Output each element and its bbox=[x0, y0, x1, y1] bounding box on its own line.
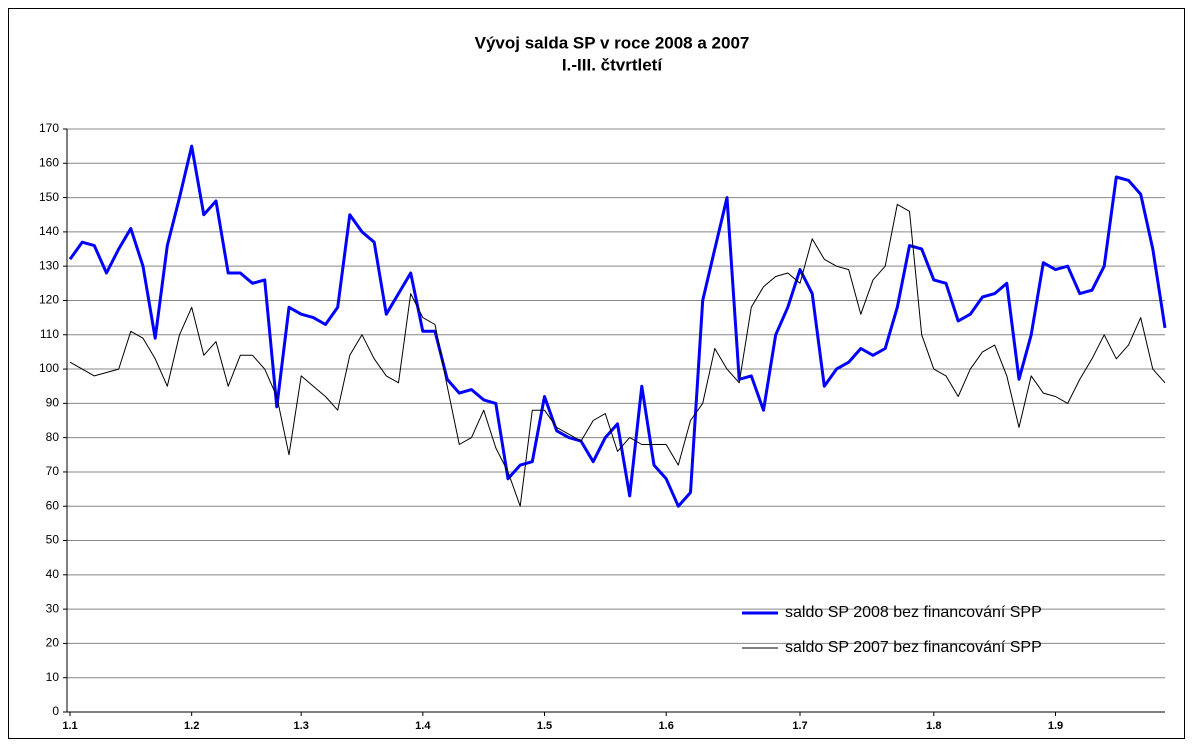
data-line bbox=[68, 144, 1167, 508]
x-tick-label: 1.5 bbox=[537, 720, 552, 732]
x-tick-label: 1.2 bbox=[184, 720, 199, 732]
x-tick-label: 1.3 bbox=[294, 720, 309, 732]
x-tick-label: 1.4 bbox=[415, 720, 431, 732]
y-tick-label: 150 bbox=[39, 190, 59, 204]
y-tick-label: 20 bbox=[46, 636, 60, 650]
x-tick-label: 1.9 bbox=[1048, 720, 1063, 732]
y-tick-label: 110 bbox=[40, 327, 59, 341]
data-line bbox=[69, 203, 1166, 507]
chart-title: Vývoj salda SP v roce 2008 a 2007 bbox=[475, 33, 750, 52]
y-tick-label: 140 bbox=[39, 224, 59, 238]
x-tick-label: 1.7 bbox=[792, 720, 807, 732]
x-tick-label: 1.1 bbox=[62, 720, 77, 732]
y-tick-label: 120 bbox=[39, 293, 59, 307]
x-tick-label: 1.6 bbox=[659, 720, 674, 732]
y-tick-label: 80 bbox=[46, 430, 60, 444]
y-tick-label: 0 bbox=[52, 704, 59, 718]
y-tick-label: 90 bbox=[46, 396, 60, 410]
y-tick-label: 50 bbox=[46, 533, 60, 547]
chart-frame bbox=[8, 8, 1185, 739]
y-tick-label: 170 bbox=[39, 121, 59, 135]
chart-subtitle: I.-III. čtvrtletí bbox=[562, 55, 663, 74]
y-tick-label: 10 bbox=[46, 670, 60, 684]
x-tick-label: 1.8 bbox=[926, 720, 941, 732]
legend-label: saldo SP 2007 bez financování SPP bbox=[785, 639, 1042, 656]
y-tick-label: 60 bbox=[46, 498, 60, 512]
legend-label: saldo SP 2008 bez financování SPP bbox=[785, 604, 1042, 621]
y-tick-label: 40 bbox=[46, 567, 60, 581]
y-tick-label: 130 bbox=[39, 258, 59, 272]
y-tick-label: 70 bbox=[46, 464, 60, 478]
y-tick-label: 100 bbox=[39, 361, 59, 375]
y-tick-label: 30 bbox=[46, 601, 60, 615]
y-tick-label: 160 bbox=[39, 155, 59, 169]
